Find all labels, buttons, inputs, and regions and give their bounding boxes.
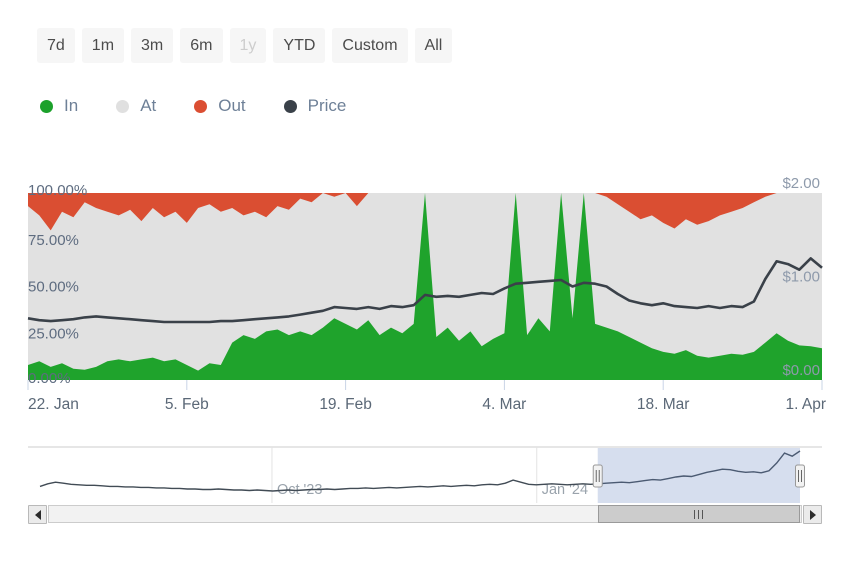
- y-left-label: 0.00%: [28, 370, 71, 387]
- thumb-grip-icon: [698, 509, 700, 519]
- x-axis-label: 1. Apr: [786, 396, 827, 413]
- legend-label: Out: [218, 96, 246, 115]
- range-button-ytd[interactable]: YTD: [273, 28, 326, 64]
- y-left-label: 100.00%: [28, 182, 87, 199]
- x-axis-label: 18. Mar: [637, 396, 690, 413]
- x-axis-labels: 22. Jan 5. Feb 19. Feb 4. Mar 18. Mar 1. Apr: [28, 396, 826, 413]
- y-axis-percent-labels: 100.00% 75.00% 50.00% 25.00% 0.00%: [28, 182, 87, 387]
- range-button-1m[interactable]: 1m: [81, 28, 125, 64]
- y-right-label: $0.00: [782, 362, 820, 379]
- in-series-area: [28, 193, 822, 380]
- range-button-custom[interactable]: Custom: [332, 28, 408, 64]
- navigator-gridlines: [271, 447, 538, 503]
- legend-item-at[interactable]: At: [116, 96, 156, 116]
- x-axis-label: 19. Feb: [319, 396, 372, 413]
- y-right-label: $2.00: [782, 175, 820, 192]
- scrollbar: [28, 505, 822, 524]
- legend-item-in[interactable]: In: [40, 96, 78, 116]
- legend-dot-price-icon: [283, 99, 297, 113]
- price-series-line: [27, 257, 823, 324]
- range-button-7d[interactable]: 7d: [37, 28, 75, 64]
- navigator-date-label: Jan '24: [542, 482, 588, 498]
- arrow-right-icon: [809, 509, 816, 520]
- chart-legend: In At Out Price: [40, 96, 346, 116]
- navigator-right-handle[interactable]: [795, 464, 805, 488]
- range-button-1y: 1y: [229, 28, 267, 64]
- legend-label: Price: [307, 96, 347, 115]
- legend-dot-in-icon: [40, 99, 53, 113]
- legend-item-price[interactable]: Price: [283, 96, 347, 116]
- range-button-6m[interactable]: 6m: [180, 28, 223, 64]
- legend-item-out[interactable]: Out: [194, 96, 246, 116]
- legend-label: At: [140, 96, 157, 115]
- scrollbar-right-arrow-button[interactable]: [803, 505, 822, 524]
- y-left-label: 50.00%: [28, 279, 79, 296]
- legend-label: In: [64, 96, 79, 115]
- navigator-left-handle[interactable]: [592, 464, 603, 488]
- y-axis-price-labels: $2.00 $1.00 $0.00: [782, 175, 820, 379]
- y-left-label: 75.00%: [28, 232, 79, 249]
- arrow-left-icon: [34, 509, 41, 520]
- range-button-3m[interactable]: 3m: [131, 28, 174, 64]
- out-series-area: [28, 193, 822, 231]
- thumb-grip-icon: [694, 509, 696, 519]
- range-selector-toolbar: 7d 1m 3m 6m 1y YTD Custom All: [37, 28, 453, 64]
- thumb-grip-icon: [702, 509, 704, 519]
- x-axis-label: 4. Mar: [482, 396, 526, 413]
- x-axis-label: 22. Jan: [28, 396, 79, 413]
- legend-dot-at-icon: [116, 99, 130, 113]
- range-button-all[interactable]: All: [414, 28, 453, 64]
- x-axis-ticks: [27, 380, 823, 390]
- navigator-selected-range[interactable]: [597, 448, 800, 503]
- x-axis-label: 5. Feb: [165, 396, 209, 413]
- navigator-price-line: [39, 450, 801, 492]
- y-left-label: 25.00%: [28, 325, 79, 342]
- scrollbar-thumb[interactable]: [597, 505, 800, 523]
- legend-dot-out-icon: [194, 99, 208, 113]
- y-right-label: $1.00: [782, 269, 820, 286]
- scrollbar-left-arrow-button[interactable]: [28, 505, 47, 524]
